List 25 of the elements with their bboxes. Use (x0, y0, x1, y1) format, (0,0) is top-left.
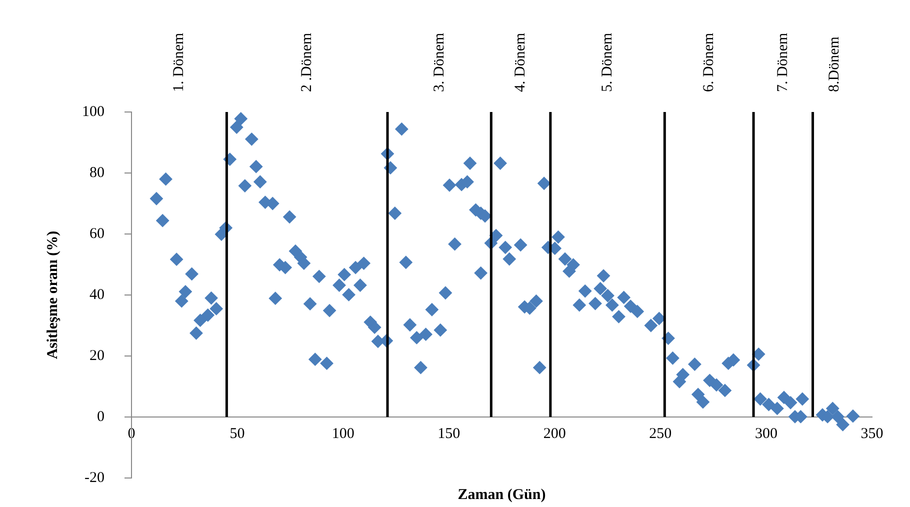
x-tick-label: 300 (754, 426, 778, 442)
text: 8.Dönem (826, 36, 843, 92)
text: 3. Dönem (431, 32, 448, 92)
y-axis-title: Asitleşme oranı (%) (44, 230, 61, 360)
y-tick-label: 100 (82, 104, 104, 120)
x-axis-title: Zaman (Gün) (458, 486, 546, 503)
y-tick-label: 40 (90, 286, 104, 303)
text: 1. Dönem (171, 32, 188, 92)
y-tick-label: -20 (84, 470, 104, 486)
y-tick-label: 20 (90, 348, 104, 364)
text: 6. Dönem (701, 32, 718, 92)
x-tick-label: 200 (543, 426, 566, 442)
text: 5. Dönem (599, 32, 616, 92)
text: 2 .Dönem (299, 32, 316, 92)
text: 4. Dönem (512, 32, 529, 92)
x-tick-label: 0 (128, 426, 136, 442)
y-tick-label: 80 (90, 164, 104, 181)
x-tick-label: 250 (649, 426, 672, 442)
x-tick-label: 350 (860, 426, 884, 442)
x-tick-label: 100 (332, 426, 354, 442)
y-tick-label: 60 (90, 226, 104, 242)
text: 7. Dönem (775, 32, 792, 92)
x-tick-label: 50 (230, 426, 245, 442)
y-tick-label: 0 (97, 408, 104, 425)
x-tick-label: 150 (438, 426, 460, 442)
